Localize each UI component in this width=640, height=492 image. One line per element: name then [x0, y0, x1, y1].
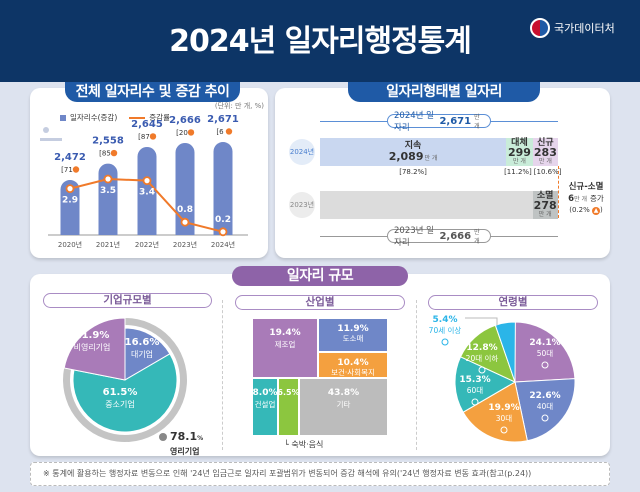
unit: 만 개 — [538, 211, 552, 218]
profit-pct: 78.1 — [170, 430, 198, 443]
total-2023-label: 2023년 일자리 2,666 만 개 — [387, 226, 491, 248]
size-title: 일자리 규모 — [232, 266, 408, 286]
page-title: 2024년 일자리행정통계 — [169, 24, 472, 59]
stacked-segment: 소멸 278 만 개 — [532, 191, 558, 219]
year-badge-2024: 2024년 — [289, 139, 315, 165]
footnote: ※ 통계에 활용하는 행정자료 변동으로 인해 '24년 임금근로 일자리 포괄… — [30, 462, 610, 486]
forms-title: 일자리형태별 일자리 — [348, 82, 540, 102]
unit: 만 개 — [512, 158, 526, 165]
legend-bar-label: 일자리수(증감) — [70, 113, 118, 122]
unit: 만 개 — [538, 158, 552, 165]
segment-value: 283 — [533, 146, 557, 159]
arrow-up-icon: ▲ — [592, 207, 600, 215]
segment-value: 2,089 — [388, 149, 424, 163]
segment-value: 299 — [507, 146, 531, 159]
trend-title: 전체 일자리수 및 증감 추이 — [65, 82, 240, 102]
diff-annotation: 신규-소멸 6만 개 증가 (0.2% ▲) — [561, 182, 611, 216]
age-subtitle: 연령별 — [428, 295, 598, 310]
segment-name: 지속 — [404, 140, 422, 151]
diff-pct: (0.2% — [569, 206, 590, 214]
segment-name: 소멸 — [536, 191, 554, 201]
profit-label: 78.1% 영리기업 — [170, 430, 204, 456]
segment-pct: [11.2%] — [504, 168, 532, 176]
divider — [416, 300, 417, 450]
lodging-note: └ 숙박·음식 — [284, 440, 324, 449]
trend-unit: (단위: 만 개, %) — [214, 102, 264, 110]
diff-label: 신규-소멸 — [568, 182, 604, 192]
line-legend-swatch — [129, 116, 146, 119]
bar-legend-swatch — [60, 114, 66, 121]
taegeuk-logo-icon — [530, 18, 550, 38]
segment-value: 278 — [533, 199, 557, 212]
stacked-segment — [320, 191, 533, 219]
segment-name: 신규 — [537, 138, 554, 148]
unit: 만 개 — [424, 154, 438, 162]
segment-name: 대체 — [511, 138, 528, 148]
trend-legend: 일자리수(증감) 증감률 — [60, 112, 170, 123]
profit-name: 영리기업 — [170, 447, 200, 456]
logo-text: 국가데이터처 — [554, 22, 615, 35]
unit: 만 개 — [474, 229, 480, 245]
divider — [222, 300, 223, 450]
year-badge-2023: 2023년 — [289, 192, 315, 218]
header-banner — [0, 0, 640, 82]
legend-line-label: 증감률 — [149, 113, 170, 122]
segment-pct: [10.6%] — [533, 168, 562, 176]
industry-subtitle: 산업별 — [235, 295, 405, 310]
total-2023-caption: 2023년 일자리 — [394, 226, 434, 248]
diff-suffix: 증가 — [590, 194, 604, 203]
stacked-segment: 신규 283 만 개 — [532, 138, 558, 166]
enterprise-subtitle: 기업규모별 — [43, 293, 212, 308]
agency-logo: 국가데이터처 — [530, 18, 615, 38]
total-2024-value: 2,671 — [439, 115, 472, 127]
stacked-segment: 지속 2,089 만 개 — [320, 138, 507, 166]
total-2024-label: 2024년 일자리 2,671 만 개 — [387, 111, 491, 133]
diff-value: 6 — [568, 194, 575, 204]
total-2023-value: 2,666 — [439, 230, 472, 242]
unit: 만 개 — [574, 196, 588, 203]
diff-guide-line — [558, 166, 559, 218]
total-2024-caption: 2024년 일자리 — [394, 111, 434, 133]
unit: 만 개 — [474, 114, 480, 130]
segment-pct: [78.2%] — [399, 168, 427, 176]
stacked-segment: 대체 299 만 개 — [506, 138, 533, 166]
